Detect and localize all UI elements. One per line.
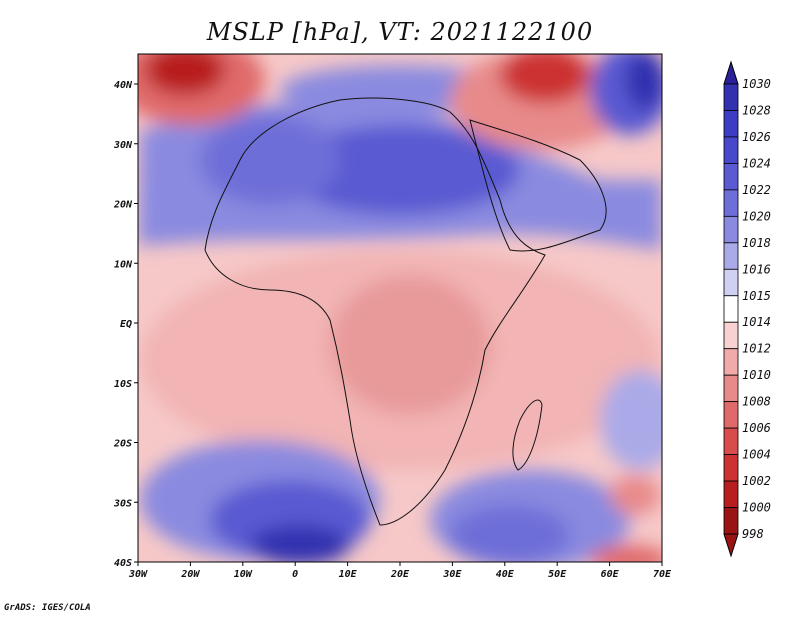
colorbar-label: 1012 (742, 342, 771, 356)
lat-tick-label: EQ (120, 319, 132, 330)
lat-tick-label: 10S (114, 379, 132, 390)
colorbar-top-arrow (723, 60, 739, 85)
lon-tick-label: 30E (442, 569, 462, 580)
colorbar-swatch (723, 454, 739, 482)
colorbar-label: 1016 (742, 262, 771, 276)
lat-tick-label: 40S (114, 558, 132, 569)
lat-tick-label: 40N (114, 80, 133, 91)
colorbar-label: 1026 (742, 130, 771, 144)
colorbar-swatch (723, 427, 739, 455)
arabia-coastline (469, 119, 607, 252)
colorbar-label: 1020 (742, 209, 771, 223)
lat-tick-label: 30N (113, 140, 133, 151)
colorbar-swatch (723, 163, 739, 191)
axis-ticks: 30W 20W 10W 0 10E 20E 30E 40E 50E 60E 70E 40N 30N 20N… (113, 80, 672, 580)
lon-tick-label: 10E (339, 569, 358, 580)
madagascar-coastline (512, 399, 543, 471)
colorbar-label: 1004 (742, 448, 771, 462)
credit-text: GrADS: IGES/COLA (4, 603, 91, 613)
colorbar-label: 998 (742, 527, 764, 541)
lon-tick-label: 20W (180, 569, 200, 580)
colorbar-swatch (723, 321, 739, 350)
lat-tick-label: 20S (113, 439, 132, 450)
colorbar-swatch (723, 110, 739, 138)
colorbar-label: 1030 (742, 77, 771, 91)
colorbar-swatch (723, 215, 739, 244)
lon-tick-label: 60E (601, 569, 620, 580)
lon-tick-label: 30W (128, 569, 148, 580)
colorbar-swatch (723, 136, 739, 164)
colorbar-label: 1024 (742, 156, 771, 170)
colorbar-swatch (723, 374, 739, 403)
lat-tick-label: 30S (113, 498, 132, 509)
colorbar-label: 1028 (742, 103, 771, 117)
lat-tick-label: 10N (114, 259, 133, 270)
colorbar-label: 1018 (742, 236, 771, 250)
colorbar-label: 1014 (742, 315, 771, 329)
colorbar-swatch (723, 83, 739, 111)
colorbar-label: 1008 (742, 395, 771, 409)
colorbar: 1030 1028 1026 1024 1022 1020 1018 1016 1015 1014… (723, 60, 771, 558)
colorbar-label: 1000 (742, 501, 771, 515)
pressure-field (138, 54, 662, 562)
colorbar-swatch (723, 480, 739, 508)
colorbar-label: 1006 (742, 421, 771, 435)
colorbar-swatch (723, 242, 739, 270)
colorbar-label: 1002 (742, 474, 771, 488)
colorbar-swatch (723, 348, 739, 376)
colorbar-label: 1010 (742, 368, 771, 382)
lon-tick-label: 40E (496, 569, 515, 580)
africa-coastline (204, 97, 546, 526)
lon-tick-label: 0 (292, 569, 298, 580)
lon-tick-label: 20E (390, 569, 410, 580)
colorbar-swatch (723, 295, 739, 323)
colorbar-swatch (723, 401, 739, 429)
colorbar-swatch (723, 507, 739, 535)
colorbar-swatch (723, 268, 739, 297)
lon-tick-label: 10W (234, 569, 253, 580)
colorbar-bottom-arrow (723, 533, 739, 558)
lon-tick-label: 70E (653, 569, 672, 580)
colorbar-label: 1015 (742, 289, 771, 303)
map-title: MSLP [hPa], VT: 2021122100 (206, 18, 594, 46)
colorbar-label: 1022 (742, 183, 771, 197)
lat-tick-label: 20N (113, 200, 133, 211)
lon-tick-label: 50E (548, 569, 567, 580)
colorbar-swatch (723, 189, 739, 217)
